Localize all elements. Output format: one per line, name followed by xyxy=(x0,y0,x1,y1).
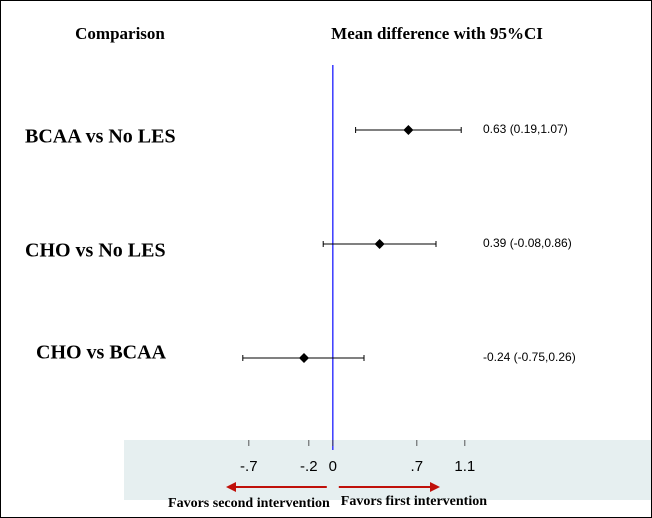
x-tick-label: -.7 xyxy=(240,458,258,475)
annotation: Favors first intervention xyxy=(341,494,487,509)
point-estimate xyxy=(403,125,414,135)
row-label: CHO vs No LES xyxy=(25,240,166,262)
value-label: 0.39 (-0.08,0.86) xyxy=(483,236,572,250)
x-tick-label: -.2 xyxy=(300,458,318,475)
value-label: -0.24 (-0.75,0.26) xyxy=(483,350,576,364)
value-label: 0.63 (0.19,1.07) xyxy=(483,122,568,136)
row-label: CHO vs BCAA xyxy=(36,342,167,364)
axis-panel xyxy=(124,440,651,500)
x-tick-label: 0 xyxy=(329,458,337,475)
point-estimate xyxy=(299,353,309,363)
column-header: Comparison xyxy=(75,24,165,43)
arrow-head xyxy=(430,482,440,492)
annotation: Favors second intervention xyxy=(168,496,330,511)
point-estimate xyxy=(374,239,385,249)
x-tick-label: .7 xyxy=(411,458,424,475)
column-header: Mean difference with 95%CI xyxy=(331,24,543,43)
arrow-head xyxy=(226,482,236,492)
x-tick-label: 1.1 xyxy=(454,458,475,475)
row-label: BCAA vs No LES xyxy=(25,126,176,148)
